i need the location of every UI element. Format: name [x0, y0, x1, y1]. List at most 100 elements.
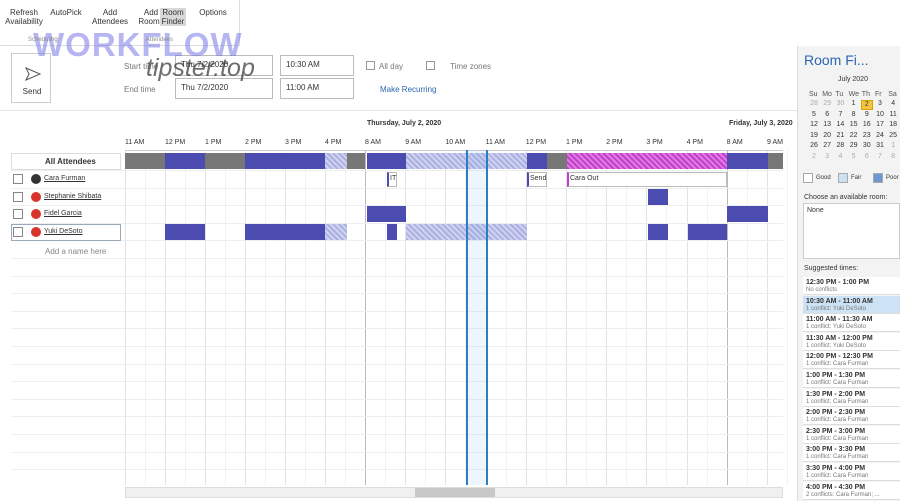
weekday: Tu — [835, 91, 844, 98]
calendar-day[interactable]: 2 — [860, 100, 873, 110]
calendar-day[interactable]: 30 — [862, 142, 871, 150]
suggestion[interactable] — [803, 425, 900, 444]
calendar-day[interactable]: 27 — [823, 142, 832, 150]
calendar-day[interactable]: 1 — [891, 142, 896, 150]
hour-line — [606, 150, 608, 485]
calendar-day[interactable]: 3 — [825, 153, 830, 160]
attendee-name[interactable]: Fidel Garcia — [44, 210, 82, 217]
calendar-day[interactable]: 29 — [849, 142, 858, 150]
calendar-day[interactable]: 14 — [836, 121, 845, 129]
calendar-day[interactable]: 25 — [889, 131, 898, 139]
calendar-day[interactable]: 23 — [862, 131, 871, 139]
ribbon-button[interactable]: Refresh Availability — [5, 8, 43, 26]
start-date[interactable]: Thu 7/2/2020 — [175, 55, 273, 76]
legend-swatch — [873, 173, 883, 183]
busy-block — [567, 153, 727, 169]
calendar-day[interactable]: 8 — [851, 110, 856, 118]
calendar-day[interactable]: 1 — [851, 100, 856, 107]
send-button[interactable]: Send — [11, 53, 51, 103]
calendar-day[interactable]: 9 — [864, 110, 869, 118]
suggestion[interactable] — [803, 388, 900, 407]
all-day-checkbox[interactable] — [366, 61, 375, 70]
calendar-day[interactable]: 11 — [889, 110, 897, 118]
attendee-name[interactable]: Cara Furman — [44, 175, 86, 182]
suggestion[interactable] — [803, 481, 900, 500]
calendar-day[interactable]: 15 — [849, 121, 858, 129]
calendar-day[interactable]: 26 — [810, 142, 818, 150]
suggestion[interactable] — [803, 463, 900, 481]
row-line — [11, 451, 783, 453]
half-hour-line — [385, 150, 386, 485]
legend-swatch — [803, 173, 813, 183]
checkbox[interactable] — [13, 174, 23, 184]
suggestion[interactable] — [803, 444, 900, 463]
calendar-day[interactable]: 4 — [891, 100, 896, 107]
calendar-day[interactable]: 2 — [812, 153, 816, 160]
half-hour-line — [787, 150, 788, 485]
checkbox[interactable] — [13, 209, 23, 219]
calendar-day[interactable]: 5 — [812, 110, 816, 118]
calendar-day[interactable]: 21 — [836, 131, 845, 139]
calendar-day[interactable]: 20 — [823, 131, 832, 139]
calendar-day[interactable]: 30 — [836, 100, 845, 107]
suggestion[interactable] — [803, 351, 900, 370]
make-recurring[interactable]: Make Recurring — [380, 85, 437, 94]
watermark-brand: WORKFLOW — [33, 26, 243, 63]
end-time[interactable]: 11:00 AM — [280, 78, 354, 99]
suggestion[interactable] — [803, 314, 900, 333]
end-date[interactable]: Thu 7/2/2020 — [175, 78, 273, 99]
calendar-day[interactable]: 31 — [876, 142, 884, 150]
calendar-day[interactable]: 5 — [851, 153, 856, 160]
ribbon-button[interactable]: Room Finder — [160, 8, 186, 26]
ribbon-button[interactable]: Add Attendees — [91, 8, 129, 26]
checkbox[interactable] — [13, 227, 23, 237]
calendar-day[interactable]: 19 — [810, 131, 818, 139]
ribbon-button[interactable]: Options — [199, 8, 227, 17]
suggestion[interactable] — [803, 332, 900, 351]
calendar-day[interactable]: 16 — [862, 121, 871, 129]
calendar-day[interactable]: 10 — [876, 110, 884, 118]
suggestion[interactable] — [803, 277, 900, 295]
scroll-thumb[interactable] — [415, 488, 495, 497]
ribbon-button[interactable]: Add Rooms — [138, 8, 164, 26]
calendar-day[interactable]: 28 — [836, 142, 845, 150]
calendar-day[interactable]: 13 — [823, 121, 832, 129]
suggestion-conflict: 1 conflict: Cara Furman — [806, 454, 869, 461]
calendar-day[interactable]: 4 — [838, 153, 843, 160]
hour-label: 11 AM — [125, 139, 145, 146]
busy-block — [245, 224, 325, 240]
ribbon-button[interactable]: AutoPick — [50, 8, 82, 17]
calendar-day[interactable]: 7 — [878, 153, 882, 160]
suggestion[interactable] — [803, 407, 900, 426]
choose-room-label: Choose an available room: — [804, 194, 888, 201]
calendar-day[interactable]: 3 — [878, 100, 882, 107]
calendar-day[interactable]: 22 — [849, 131, 858, 139]
hour-line — [405, 150, 407, 485]
attendee-name[interactable]: Yuki DeSoto — [44, 228, 83, 235]
calendar-day[interactable]: 8 — [891, 153, 896, 160]
busy-block — [648, 189, 668, 205]
suggestion[interactable] — [803, 295, 900, 314]
calendar-day[interactable]: 18 — [889, 121, 898, 129]
busy-block — [245, 153, 325, 169]
attendee-name[interactable]: Stephanie Shibata — [44, 193, 102, 200]
suggestion[interactable] — [803, 370, 900, 388]
add-name[interactable]: Add a name here — [45, 247, 107, 256]
time-zones-checkbox[interactable] — [426, 61, 435, 70]
checkbox[interactable] — [13, 192, 23, 202]
end-label: End time — [124, 85, 156, 94]
start-time[interactable]: 10:30 AM — [280, 55, 354, 76]
calendar-day[interactable]: 7 — [838, 110, 843, 118]
calendar-day[interactable]: 6 — [825, 110, 830, 118]
calendar-day[interactable]: 17 — [876, 121, 884, 129]
room-box[interactable] — [803, 203, 900, 259]
calendar-day[interactable]: 12 — [810, 121, 818, 129]
calendar-day[interactable]: 24 — [876, 131, 884, 139]
attendee-icon — [31, 227, 41, 237]
row-line — [11, 170, 783, 171]
calendar-day[interactable]: 29 — [823, 100, 832, 107]
busy-block — [165, 224, 205, 240]
calendar-day[interactable]: 6 — [864, 153, 869, 160]
hour-label: 4 PM — [686, 139, 703, 146]
calendar-day[interactable]: 28 — [810, 100, 818, 107]
